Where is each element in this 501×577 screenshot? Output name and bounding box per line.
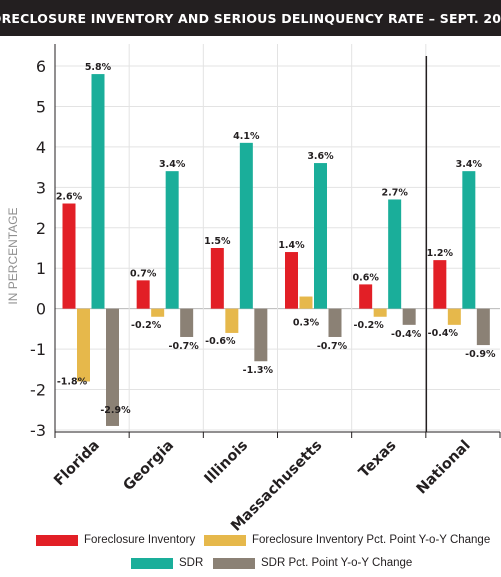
- y-tick-label: -1: [30, 340, 46, 359]
- y-tick-label: 2: [36, 219, 46, 238]
- data-label: -1.3%: [243, 365, 274, 376]
- data-label: 1.5%: [204, 236, 231, 247]
- y-tick-label: 4: [36, 138, 46, 157]
- legend-swatch: [131, 557, 173, 569]
- x-tick-label: Florida: [51, 438, 103, 490]
- bar: [62, 203, 76, 309]
- data-label: -0.2%: [354, 320, 385, 331]
- data-label: -0.7%: [169, 341, 200, 352]
- legend-swatch: [204, 534, 246, 546]
- data-label: 1.2%: [427, 248, 454, 259]
- data-label: -0.4%: [428, 328, 459, 339]
- y-axis-label: IN PERCENTAGE: [6, 207, 20, 304]
- bar: [239, 142, 253, 309]
- x-tick-label: Georgia: [121, 438, 178, 495]
- data-label: 3.6%: [307, 151, 334, 162]
- bar: [285, 252, 298, 309]
- x-tick-label: Texas: [356, 438, 400, 482]
- legend-label: Foreclosure Inventory: [84, 534, 196, 546]
- bar: [476, 308, 490, 346]
- y-tick-label: 5: [36, 97, 46, 116]
- bars: [62, 74, 490, 426]
- data-labels: 2.6% -1.8% 5.8% -2.9% 0.7% -0.2% 3.4% -0.7% 1.5%…: [56, 62, 496, 416]
- bar: [299, 296, 313, 309]
- legend-label: SDR Pct. Point Y-o-Y Change: [261, 557, 413, 569]
- bar: [210, 248, 224, 309]
- y-tick-label: 0: [36, 300, 46, 319]
- data-label: 3.4%: [456, 159, 483, 170]
- bar: [136, 280, 150, 309]
- bar: [462, 171, 476, 309]
- bar: [151, 308, 165, 317]
- data-label: -0.7%: [317, 341, 348, 352]
- bar: [225, 308, 239, 333]
- data-label: -0.4%: [391, 329, 422, 340]
- y-tick-label: 1: [36, 259, 46, 278]
- data-label: -0.9%: [465, 349, 496, 360]
- data-label: 4.1%: [233, 131, 260, 142]
- grid-lines: [55, 44, 500, 432]
- data-label: 0.7%: [130, 268, 157, 279]
- bar: [314, 163, 327, 309]
- bar: [433, 260, 447, 309]
- y-tick-label: -2: [30, 381, 46, 400]
- y-tick-label: -3: [30, 421, 46, 440]
- legend-swatch: [36, 534, 78, 546]
- data-label: 1.4%: [278, 240, 305, 251]
- data-label: 2.7%: [381, 187, 408, 198]
- x-tick-label: Illinois: [202, 438, 252, 488]
- bar: [106, 308, 119, 426]
- data-label: -0.6%: [205, 336, 236, 347]
- legend-item-sdr: SDR: [131, 557, 203, 569]
- x-tick-label: National: [414, 438, 474, 498]
- data-label: -1.8%: [57, 376, 88, 387]
- bar: [402, 308, 416, 325]
- bar: [373, 308, 387, 317]
- data-label: 2.6%: [56, 192, 83, 203]
- bar: [165, 171, 179, 309]
- bar: [328, 308, 342, 337]
- bar: [180, 308, 194, 337]
- legend-item-foreclosure-change: Foreclosure Inventory Pct. Point Y-o-Y C…: [204, 534, 490, 546]
- legend-item-sdr-change: SDR Pct. Point Y-o-Y Change: [213, 557, 412, 569]
- bar: [447, 308, 461, 325]
- data-label: 3.4%: [159, 159, 186, 170]
- bar: [388, 199, 402, 309]
- bar: [91, 74, 105, 309]
- legend-label: SDR: [179, 557, 204, 569]
- y-tick-label: 6: [36, 57, 46, 76]
- legend-item-foreclosure-inventory: Foreclosure Inventory: [36, 534, 195, 546]
- chart-title: FORECLOSURE INVENTORY AND SERIOUS DELINQ…: [0, 0, 501, 36]
- bar: [359, 284, 373, 309]
- data-label: -2.9%: [100, 405, 131, 416]
- legend-label: Foreclosure Inventory Pct. Point Y-o-Y C…: [252, 534, 491, 546]
- legend-swatch: [213, 557, 255, 569]
- y-tick-label: 3: [36, 178, 46, 197]
- data-label: 0.3%: [293, 318, 320, 329]
- bar: [77, 308, 90, 382]
- data-label: 5.8%: [85, 62, 112, 73]
- bar: [254, 308, 268, 362]
- data-label: 0.6%: [352, 272, 379, 283]
- data-label: -0.2%: [131, 320, 162, 331]
